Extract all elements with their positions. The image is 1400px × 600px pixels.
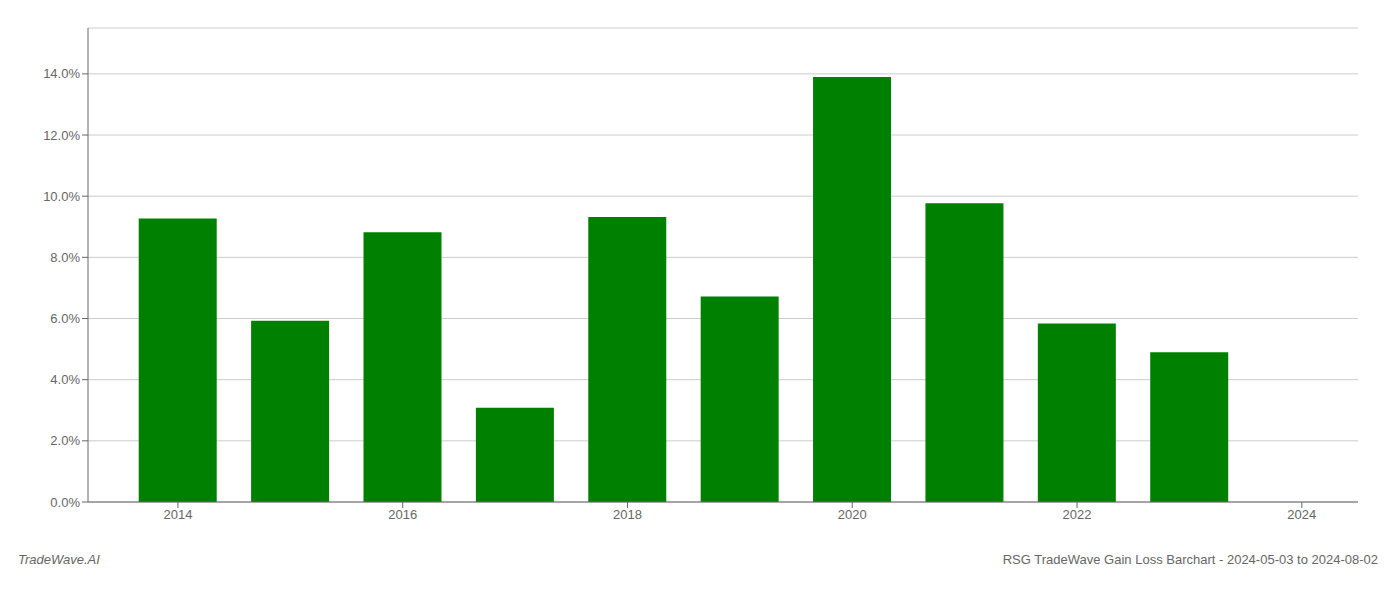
svg-text:2014: 2014: [163, 507, 192, 522]
svg-text:2016: 2016: [388, 507, 417, 522]
svg-text:4.0%: 4.0%: [50, 372, 80, 387]
svg-text:2.0%: 2.0%: [50, 433, 80, 448]
html-text:TradeWave.AI: TradeWave.AI: [18, 552, 100, 567]
svg-text:8.0%: 8.0%: [50, 250, 80, 265]
svg-text:2022: 2022: [1063, 507, 1092, 522]
svg-text:6.0%: 6.0%: [50, 311, 80, 326]
svg-text:2024: 2024: [1287, 507, 1316, 522]
svg-text:10.0%: 10.0%: [43, 189, 80, 204]
svg-text:2018: 2018: [613, 507, 642, 522]
svg-text:2020: 2020: [838, 507, 867, 522]
svg-text:12.0%: 12.0%: [43, 128, 80, 143]
svg-text:0.0%: 0.0%: [50, 495, 80, 510]
html-text:RSG TradeWave Gain Loss Barcha: RSG TradeWave Gain Loss Barchart - 2024-…: [1002, 552, 1378, 567]
svg-text:14.0%: 14.0%: [43, 66, 80, 81]
